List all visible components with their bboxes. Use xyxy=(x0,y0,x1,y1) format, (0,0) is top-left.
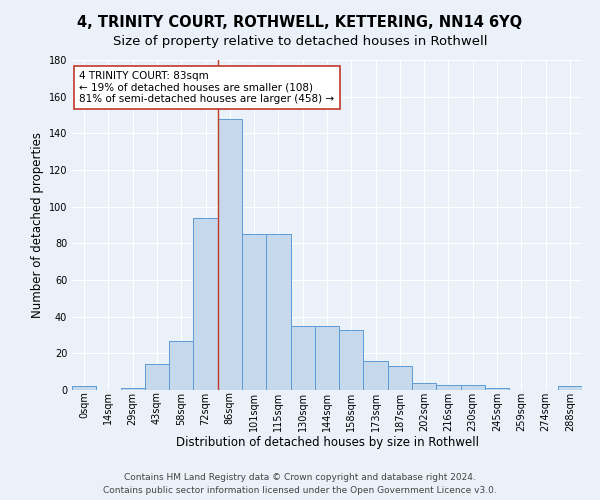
Text: 4, TRINITY COURT, ROTHWELL, KETTERING, NN14 6YQ: 4, TRINITY COURT, ROTHWELL, KETTERING, N… xyxy=(77,15,523,30)
Bar xyxy=(485,388,509,390)
Bar xyxy=(558,386,582,390)
Bar xyxy=(145,364,169,390)
Bar xyxy=(364,360,388,390)
Y-axis label: Number of detached properties: Number of detached properties xyxy=(31,132,44,318)
Bar xyxy=(193,218,218,390)
Bar xyxy=(461,384,485,390)
Bar xyxy=(436,384,461,390)
X-axis label: Distribution of detached houses by size in Rothwell: Distribution of detached houses by size … xyxy=(176,436,479,450)
Bar xyxy=(290,326,315,390)
Bar xyxy=(315,326,339,390)
Text: 4 TRINITY COURT: 83sqm
← 19% of detached houses are smaller (108)
81% of semi-de: 4 TRINITY COURT: 83sqm ← 19% of detached… xyxy=(79,71,334,104)
Bar xyxy=(339,330,364,390)
Bar xyxy=(72,386,96,390)
Bar xyxy=(169,340,193,390)
Bar xyxy=(242,234,266,390)
Text: Contains HM Land Registry data © Crown copyright and database right 2024.
Contai: Contains HM Land Registry data © Crown c… xyxy=(103,474,497,495)
Bar xyxy=(266,234,290,390)
Bar xyxy=(412,382,436,390)
Bar xyxy=(388,366,412,390)
Text: Size of property relative to detached houses in Rothwell: Size of property relative to detached ho… xyxy=(113,35,487,48)
Bar xyxy=(218,118,242,390)
Bar xyxy=(121,388,145,390)
